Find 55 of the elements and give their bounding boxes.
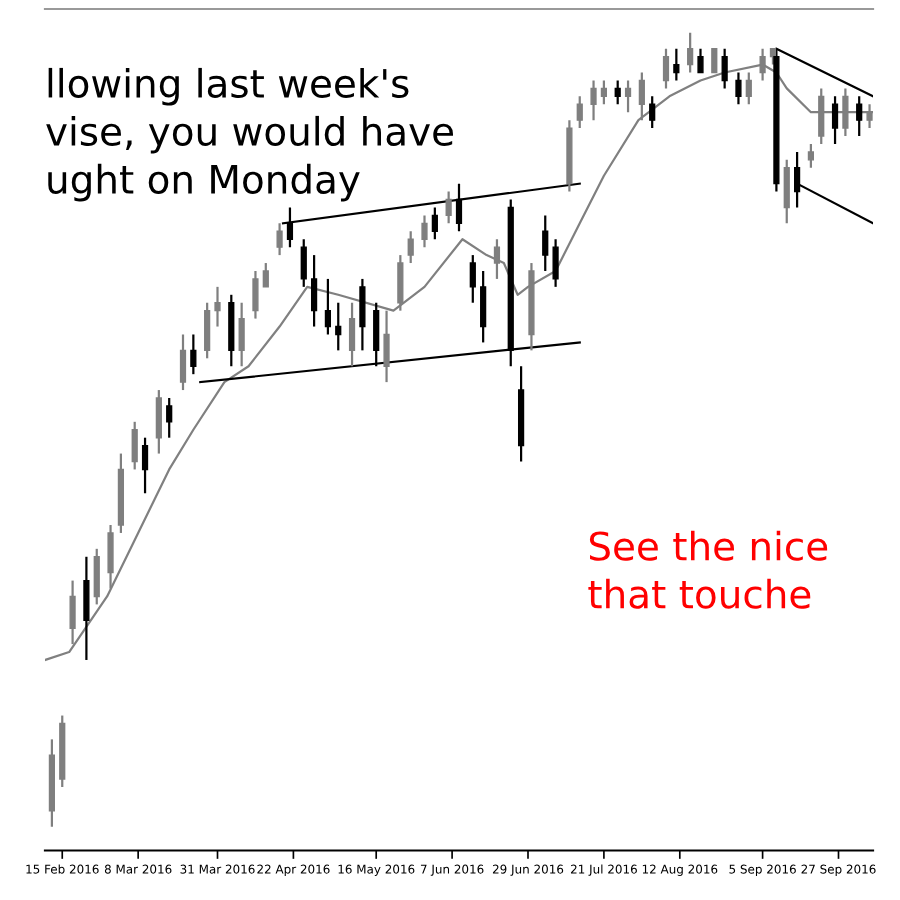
candlestick <box>107 523 114 590</box>
candlestick <box>228 293 235 368</box>
candlestick <box>638 71 645 122</box>
candlestick <box>276 222 283 257</box>
candlestick <box>214 285 221 328</box>
candlestick <box>552 238 559 288</box>
candlestick <box>590 79 597 122</box>
annotation: llowing last week's vise, you would have ught on Monday <box>46 67 453 202</box>
candlestick <box>480 269 487 344</box>
candlestick <box>818 87 825 146</box>
candlestick <box>252 269 259 320</box>
candlestick <box>783 158 790 225</box>
candlestick <box>262 261 269 288</box>
candlestick <box>204 301 211 360</box>
candlestick <box>600 79 608 106</box>
candlestick <box>831 95 839 146</box>
candlestick <box>83 555 90 662</box>
candlestick <box>397 253 404 312</box>
candlestick <box>131 420 138 471</box>
candlestick <box>673 47 680 82</box>
candlestick <box>141 436 149 495</box>
candlestick <box>445 190 452 225</box>
candlestick <box>383 309 390 384</box>
candlestick <box>238 301 245 368</box>
candlestick <box>300 238 307 288</box>
candlestick <box>166 396 173 439</box>
candlestick <box>735 71 742 106</box>
annotation: See the nice that touche <box>588 530 828 609</box>
candlestick <box>542 214 549 273</box>
candlestick <box>324 277 332 336</box>
candlestick <box>93 547 100 606</box>
candlestick <box>662 47 670 90</box>
candlestick <box>310 253 318 328</box>
candlestick <box>335 301 342 352</box>
candlestick <box>407 230 414 265</box>
candlestick <box>745 71 752 106</box>
candlestick <box>359 277 366 352</box>
candlestick <box>421 214 428 249</box>
candlestick <box>856 95 863 138</box>
candlestick <box>190 333 197 376</box>
candlestick <box>721 47 728 90</box>
candlestick <box>614 79 621 106</box>
candlestick <box>624 79 632 114</box>
candlestick <box>155 388 162 455</box>
candlestick <box>69 579 76 646</box>
candlestick <box>576 95 583 130</box>
candlestick <box>348 301 356 368</box>
candlestick <box>493 238 501 281</box>
candlestick <box>469 253 476 304</box>
candlestick <box>697 47 704 74</box>
candlestick <box>807 142 815 169</box>
candlestick <box>649 95 656 130</box>
candlestick <box>842 87 849 138</box>
candlestick <box>687 31 694 74</box>
candlestick <box>179 333 187 392</box>
